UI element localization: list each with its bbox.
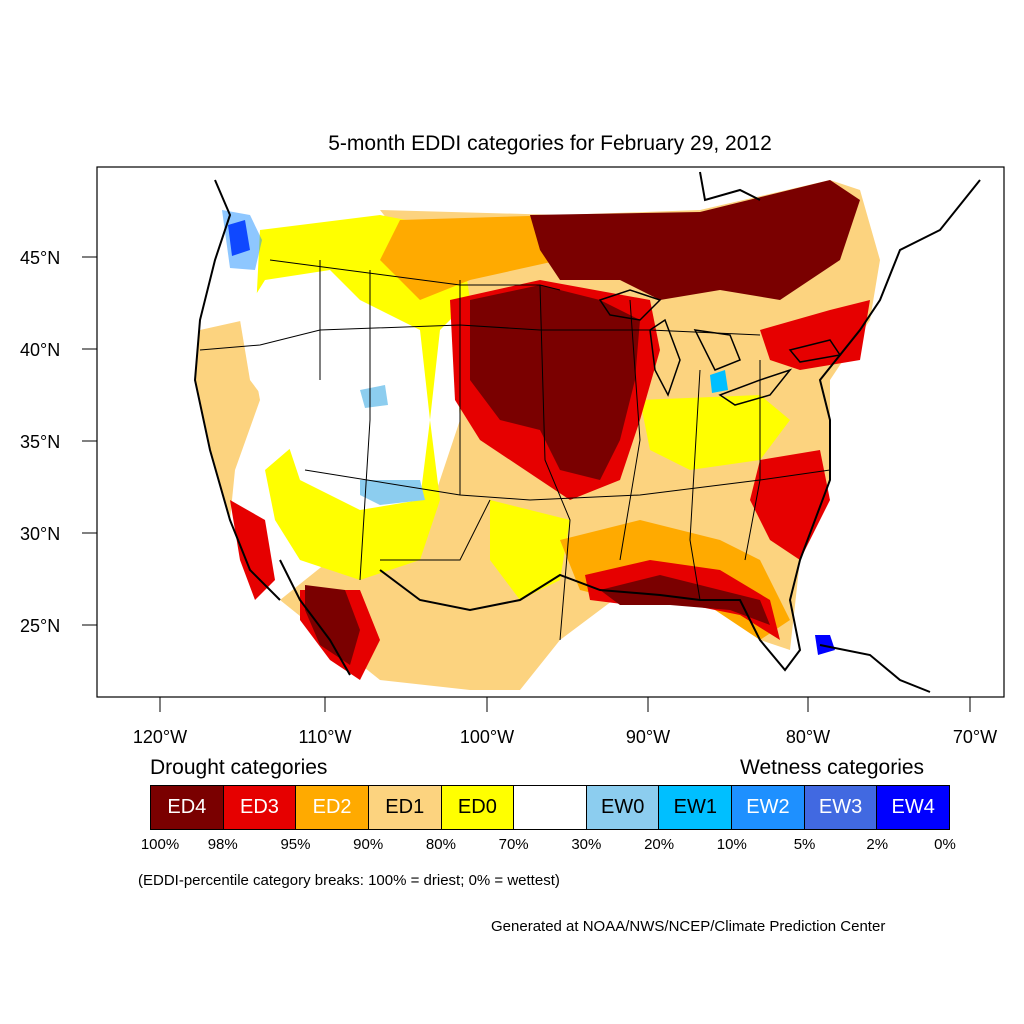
lat-axis	[82, 256, 97, 626]
percentile-break-label: 98%	[207, 836, 238, 853]
lat-label-45: 45°N	[20, 248, 60, 268]
ew1-patch-michigan	[710, 370, 728, 393]
percentile-break-label: 90%	[353, 836, 384, 853]
lon-label-80: 80°W	[786, 727, 830, 747]
legend-cell-ew4: EW4	[877, 786, 950, 829]
legend-cell-ew0: EW0	[586, 786, 660, 829]
ed0-ohio-valley	[640, 395, 790, 470]
eddi-map: 45°N 40°N 35°N 30°N 25°N 120°W 110°W 100…	[20, 166, 1005, 747]
lat-label-40: 40°N	[20, 340, 60, 360]
credit-line: Generated at NOAA/NWS/NCEP/Climate Predi…	[491, 918, 886, 935]
lon-label-110: 110°W	[299, 727, 352, 747]
legend-cell-ew3: EW3	[804, 786, 878, 829]
ed4-mexico	[305, 585, 360, 665]
lon-label-120: 120°W	[133, 727, 187, 747]
lon-label-90: 90°W	[626, 727, 670, 747]
legend-cell-ew2: EW2	[732, 786, 805, 829]
legend-cell-ew1: EW1	[659, 786, 733, 829]
ed2-north	[380, 215, 560, 300]
lon-axis	[159, 697, 971, 712]
percentile-break-label: 80%	[425, 836, 456, 853]
percentile-break-label: 2%	[866, 836, 889, 853]
percentile-break-label: 5%	[793, 836, 816, 853]
wetness-categories-title: Wetness categories	[740, 756, 925, 779]
ed1-west	[195, 320, 260, 520]
legend-cell-ed3: ED3	[223, 786, 297, 829]
neutral-west	[240, 270, 430, 510]
percentile-break-label: 10%	[716, 836, 747, 853]
category-legend: ED4 ED3 ED2 ED1 ED0 EW0 EW1 EW2 EW3 EW4	[150, 785, 950, 830]
lat-label-30: 30°N	[20, 524, 60, 544]
legend-cell-neutral	[514, 786, 587, 829]
drought-categories-title: Drought categories	[150, 756, 328, 779]
lon-label-100: 100°W	[460, 727, 514, 747]
percentile-break-label: 20%	[644, 836, 675, 853]
map-title: 5-month EDDI categories for February 29,…	[328, 132, 772, 155]
ed3-coast	[230, 500, 275, 600]
percentile-break-label: 95%	[280, 836, 311, 853]
coastline	[193, 171, 981, 693]
lat-label-35: 35°N	[20, 432, 60, 452]
percentile-break-label: 100%	[140, 836, 180, 853]
percentile-break-label: 30%	[571, 836, 602, 853]
ed4-gulf	[600, 575, 770, 625]
ed0-texas	[490, 500, 570, 600]
legend-cell-ed1: ED1	[368, 786, 442, 829]
ew2-patch-washington	[222, 210, 262, 270]
percentile-break-label: 0%	[934, 836, 956, 853]
legend-cell-ed4: ED4	[151, 786, 224, 829]
ew0-patch-utah	[360, 385, 388, 408]
ed4-upper-midwest	[470, 285, 640, 480]
legend-cell-ed2: ED2	[296, 786, 369, 829]
state-boundaries	[199, 259, 831, 641]
ed4-great-lakes	[530, 180, 860, 300]
legend-cell-ed0: ED0	[441, 786, 515, 829]
lon-label-70: 70°W	[953, 727, 997, 747]
category-note: (EDDI-percentile category breaks: 100% =…	[138, 872, 560, 889]
great-lakes-outline	[598, 289, 842, 406]
lat-label-25: 25°N	[20, 616, 60, 636]
percentile-break-label: 70%	[498, 836, 529, 853]
